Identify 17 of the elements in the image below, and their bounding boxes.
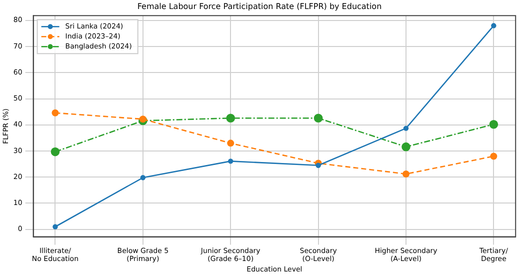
point [490,152,498,160]
point [402,170,410,178]
point [491,23,496,28]
chart-title: Female Labour Force Participation Rate (FLFPR) by Education [137,2,382,11]
point [314,114,323,123]
point [226,114,236,123]
point [316,162,321,168]
point [140,175,146,180]
point [139,116,146,123]
point [50,147,60,156]
point [227,140,234,147]
point [402,142,410,152]
point [228,158,234,164]
point [52,224,58,230]
point [52,109,59,116]
point [489,120,498,129]
point [403,126,409,131]
